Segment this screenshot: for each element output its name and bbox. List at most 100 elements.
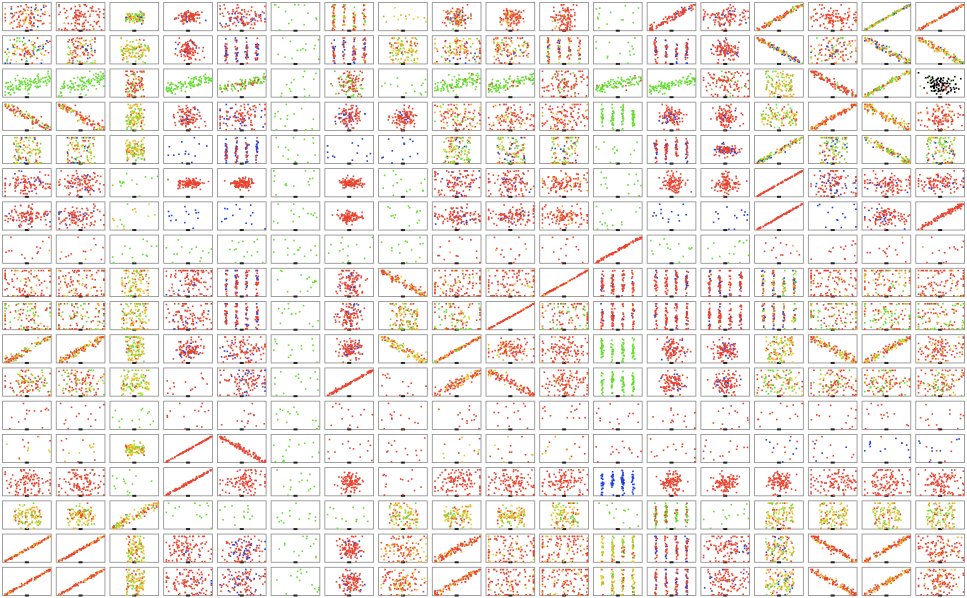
data-point — [184, 20, 186, 22]
data-point — [251, 10, 253, 12]
data-point — [570, 22, 572, 24]
data-point — [553, 10, 555, 12]
data-point — [139, 10, 141, 12]
data-point — [4, 8, 6, 10]
data-point — [225, 23, 227, 25]
data-point — [237, 17, 239, 19]
data-point — [332, 4, 334, 6]
data-point — [516, 13, 518, 15]
panel-0-11 — [593, 3, 642, 32]
data-point — [136, 14, 138, 16]
data-point — [224, 26, 226, 28]
data-point — [237, 20, 239, 22]
data-point — [246, 22, 248, 24]
data-point — [501, 19, 503, 21]
data-point — [30, 17, 32, 19]
data-point — [505, 17, 507, 19]
data-point — [562, 7, 564, 9]
data-point — [449, 22, 451, 24]
data-point — [103, 9, 105, 11]
data-point — [569, 24, 571, 26]
data-point — [237, 4, 239, 6]
data-point — [260, 18, 262, 20]
data-point — [99, 17, 101, 19]
data-point — [444, 22, 446, 24]
data-point — [19, 25, 21, 27]
data-point — [36, 29, 38, 31]
data-point — [238, 22, 240, 24]
data-point — [82, 14, 84, 16]
data-point — [467, 4, 469, 6]
data-point — [35, 19, 37, 21]
data-point — [509, 16, 511, 18]
data-point — [251, 6, 253, 8]
data-point — [98, 8, 100, 10]
data-point — [564, 18, 566, 20]
data-point — [243, 16, 245, 18]
data-point — [449, 12, 451, 14]
data-point — [470, 18, 472, 20]
data-point — [236, 8, 238, 10]
data-point — [64, 22, 66, 24]
data-point — [448, 16, 450, 18]
data-point — [75, 13, 77, 15]
data-point — [462, 17, 464, 19]
panel-0-6 — [325, 3, 374, 32]
data-point — [31, 12, 33, 14]
data-point — [516, 16, 518, 18]
data-point — [11, 22, 13, 24]
panel-tick — [616, 30, 620, 32]
data-point — [514, 14, 516, 16]
data-point — [364, 9, 366, 11]
data-point — [561, 4, 563, 6]
data-point — [344, 10, 346, 12]
data-point — [503, 10, 505, 12]
data-point — [568, 12, 570, 14]
data-point — [43, 5, 45, 7]
data-point — [334, 29, 336, 31]
data-point — [520, 17, 522, 19]
data-point — [35, 7, 37, 9]
data-point — [567, 23, 569, 25]
data-point — [95, 11, 97, 13]
data-point — [517, 22, 519, 24]
data-point — [227, 25, 229, 27]
data-point — [450, 19, 452, 21]
data-point — [79, 4, 81, 6]
data-point — [278, 6, 280, 8]
data-point — [24, 10, 26, 12]
data-point — [342, 6, 344, 8]
data-point — [461, 16, 463, 18]
data-point — [252, 19, 254, 21]
data-point — [465, 15, 467, 17]
data-point — [22, 13, 24, 15]
data-point — [512, 14, 514, 16]
data-point — [464, 22, 466, 24]
data-point — [570, 21, 572, 23]
data-point — [75, 6, 77, 8]
data-point — [87, 21, 89, 23]
data-point — [509, 10, 511, 12]
data-point — [425, 21, 427, 23]
data-point — [567, 17, 569, 19]
data-point — [82, 23, 84, 25]
data-point — [294, 4, 296, 6]
data-point — [563, 4, 565, 6]
data-point — [499, 21, 501, 23]
data-point — [452, 8, 454, 10]
panel-tick — [347, 30, 351, 32]
data-point — [457, 9, 459, 11]
data-point — [185, 14, 187, 16]
data-point — [332, 22, 334, 24]
data-point — [520, 12, 522, 14]
data-point — [397, 19, 399, 21]
data-point — [223, 15, 225, 17]
data-point — [65, 12, 67, 14]
data-point — [597, 18, 599, 20]
data-point — [44, 14, 46, 16]
data-point — [141, 12, 143, 14]
data-point — [417, 17, 419, 19]
data-point — [16, 12, 18, 14]
data-point — [625, 5, 627, 7]
data-point — [562, 10, 564, 12]
